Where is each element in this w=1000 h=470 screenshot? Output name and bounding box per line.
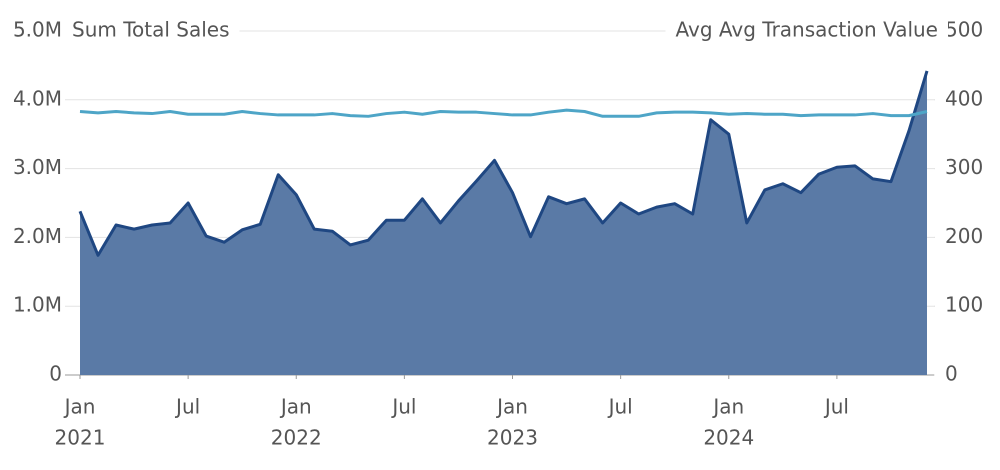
y2-tick-label: 0	[945, 362, 958, 386]
y-tick-label: 1.0M	[13, 293, 62, 317]
y-tick-label: 0	[49, 362, 62, 386]
x-tick-label: 2024	[703, 426, 754, 450]
line	[79, 108, 928, 118]
x-tick-label: 2022	[271, 426, 322, 450]
y-tick-label: 4.0M	[13, 86, 62, 110]
y2-tick-label: 300	[945, 155, 983, 179]
area-line	[78, 70, 929, 257]
y2-tick-label: 100	[945, 293, 983, 317]
axis-title-bg	[62, 17, 240, 42]
x-tick-label: Jul	[390, 395, 416, 419]
y-tick-label: 5.0M	[13, 18, 62, 42]
y2-tick-label: 200	[945, 224, 983, 248]
y-tick-label: 2.0M	[13, 224, 62, 248]
axis-title-bg	[665, 17, 948, 42]
x-tick-label: Jan	[711, 395, 744, 419]
y2-tick-label: 500	[945, 18, 983, 42]
y2-tick-label: 400	[945, 86, 983, 110]
x-tick-label: Jul	[607, 395, 633, 419]
x-tick-label: Jan	[279, 395, 312, 419]
axis-title: Sum Total Sales	[72, 18, 230, 42]
axis-title: Avg Avg Transaction Value	[676, 18, 939, 42]
x-tick-label: Jul	[823, 395, 849, 419]
x-tick-label: Jul	[174, 395, 200, 419]
area	[80, 70, 927, 376]
x-tick-label: 2021	[55, 426, 106, 450]
x-tick-label: Jan	[63, 395, 96, 419]
y-tick-label: 3.0M	[13, 155, 62, 179]
x-tick-label: Jan	[495, 395, 528, 419]
x-tick-label: 2023	[487, 426, 538, 450]
